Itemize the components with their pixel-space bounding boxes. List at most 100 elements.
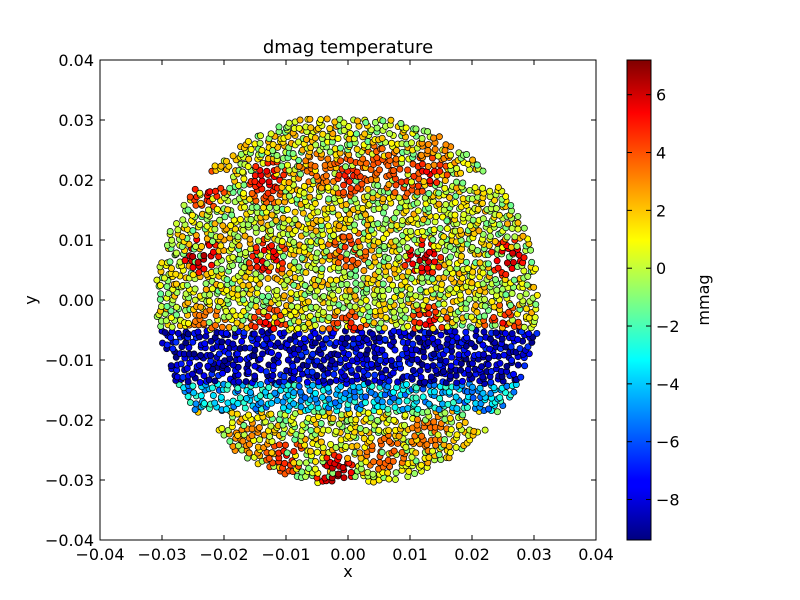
scatter-point [342,163,350,171]
scatter-point [440,307,448,315]
scatter-point [312,389,319,397]
scatter-point [409,367,417,374]
scatter-point [447,253,454,261]
scatter-point [189,370,196,378]
scatter-point [386,275,394,283]
scatter-point [294,221,302,229]
scatter-point [376,356,384,364]
scatter-point [289,362,297,370]
scatter-point [356,249,364,257]
scatter-point [436,167,444,175]
scatter-point [510,388,518,396]
scatter-point [218,425,226,432]
scatter-point [251,323,259,331]
scatter-point [447,449,454,457]
scatter-point [456,291,464,299]
scatter-point [223,286,231,294]
scatter-point [494,408,501,416]
scatter-point [223,157,230,165]
scatter-point [375,334,383,342]
scatter-point [223,276,231,284]
scatter-point [308,368,316,376]
scatter-point [389,281,397,289]
scatter-point [258,292,266,300]
scatter-point [335,222,343,230]
scatter-point [281,459,289,467]
scatter-point [453,178,460,186]
scatter-point [179,233,186,241]
scatter-point [465,295,473,303]
scatter-point [438,280,446,288]
scatter-point [392,237,400,245]
scatter-point [311,465,319,473]
scatter-point [251,372,259,380]
scatter-point [312,395,320,403]
scatter-point [471,184,479,192]
scatter-point [510,276,518,284]
scatter-point [290,400,298,408]
scatter-point [275,416,283,424]
scatter-point [379,287,387,294]
scatter-point [390,167,397,175]
scatter-point [247,145,255,153]
scatter-point [236,394,244,402]
scatter-point [317,217,325,225]
scatter-point [273,275,281,283]
scatter-point [293,356,301,364]
scatter-point [479,269,487,277]
scatter-point [429,447,437,455]
scatter-point [239,282,247,289]
scatter-point [169,345,177,353]
scatter-point [404,166,412,174]
scatter-point [318,393,326,401]
scatter-point [219,222,227,230]
scatter-point [346,216,354,224]
scatter-point [362,248,369,256]
scatter-point [494,264,502,272]
scatter-point [275,123,283,131]
scatter-point [291,208,299,216]
scatter-point [161,329,169,337]
scatter-point [418,432,426,440]
scatter-point [519,232,527,240]
scatter-point [392,155,400,163]
scatter-point [419,160,426,168]
scatter-point [172,270,180,278]
scatter-point [271,389,279,397]
scatter-point [239,437,247,445]
scatter-point [207,337,215,345]
scatter-point [391,403,399,411]
scatter-point [302,269,310,277]
scatter-point [382,366,390,374]
scatter-point [441,184,449,192]
scatter-point [332,444,340,451]
scatter-point [393,384,401,391]
scatter-point [496,359,504,367]
scatter-point [247,388,254,396]
scatter-point [229,361,237,369]
scatter-point [234,442,242,450]
scatter-point [335,453,343,461]
scatter-point [468,279,476,287]
scatter-point [245,281,253,289]
scatter-point [437,331,445,339]
scatter-point [520,224,528,232]
scatter-point [303,378,311,386]
scatter-point [448,353,456,361]
scatter-point [417,461,425,469]
scatter-point [533,329,541,337]
scatter-point [279,259,286,267]
scatter-point [424,140,432,148]
scatter-point [409,340,417,348]
scatter-point [374,182,382,189]
scatter-point [290,389,298,397]
scatter-point [418,227,426,235]
scatter-point [426,177,434,185]
scatter-point [191,285,199,293]
scatter-point [521,362,529,370]
scatter-point [455,421,463,429]
scatter-point [422,296,430,304]
scatter-point [256,436,264,444]
y-tick-label: 0.04 [58,51,94,70]
scatter-point [503,233,511,241]
